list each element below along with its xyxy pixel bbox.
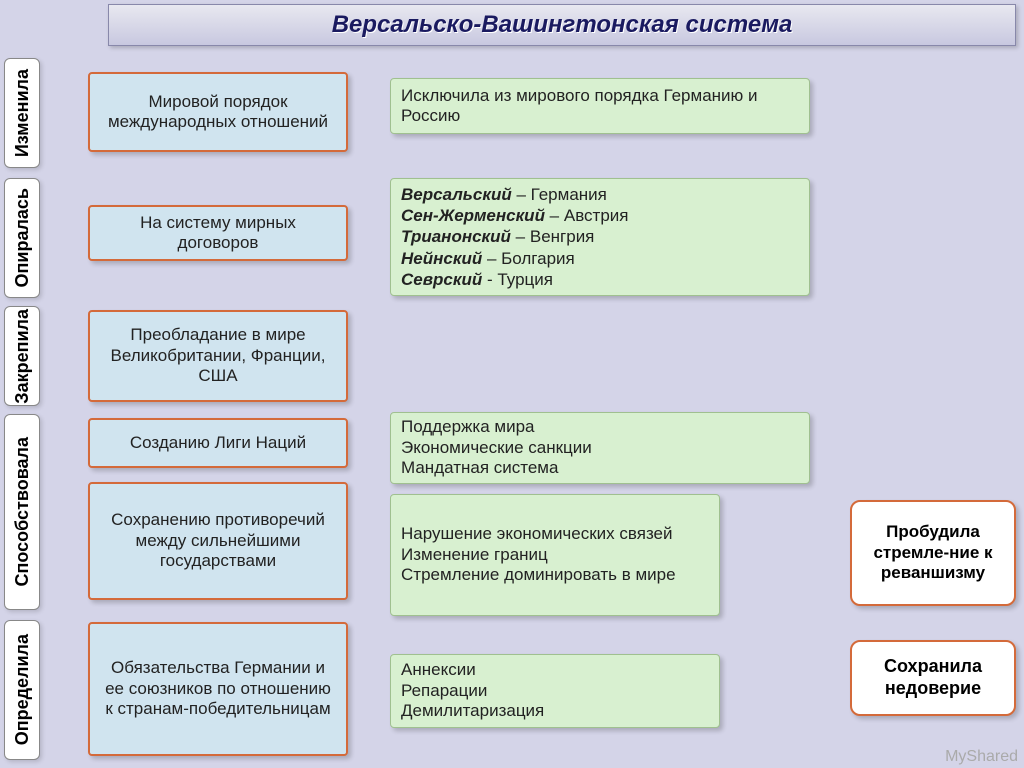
text: Созданию Лиги Наций	[100, 433, 336, 453]
title-bar: Версальско-Вашингтонская система	[108, 4, 1016, 46]
blue-box-r2: На систему мирных договоров	[88, 205, 348, 261]
side-label-sposobstvovala: Способствовала	[4, 414, 40, 610]
blue-box-r4a: Созданию Лиги Наций	[88, 418, 348, 468]
side-text: Способствовала	[12, 437, 33, 586]
blue-box-r5: Обязательства Германии и ее союзников по…	[88, 622, 348, 756]
title-text: Версальско-Вашингтонская система	[332, 11, 793, 39]
watermark: MyShared	[945, 748, 1018, 766]
side-label-opiralas: Опиралась	[4, 178, 40, 298]
blue-box-r4b: Сохранению противоречий между сильнейшим…	[88, 482, 348, 600]
side-label-izmenila: Изменила	[4, 58, 40, 168]
side-text: Изменила	[12, 69, 33, 157]
side-text: Закрепила	[12, 309, 33, 404]
text: Мировой порядок международных отношений	[100, 92, 336, 133]
green-box-r4b: Нарушение экономических связейИзменение …	[390, 494, 720, 616]
green-box-r4a: Поддержка мираЭкономические санкцииМанда…	[390, 412, 810, 484]
text: На систему мирных договоров	[100, 213, 336, 254]
text: Обязательства Германии и ее союзников по…	[100, 658, 336, 719]
side-label-zakrepila: Закрепила	[4, 306, 40, 406]
green-box-r5: АннексииРепарацииДемилитаризация	[390, 654, 720, 728]
side-text: Опиралась	[12, 188, 33, 287]
text: Исключила из мирового порядка Германию и…	[401, 86, 799, 127]
blue-box-r3: Преобладание в мире Великобритании, Фран…	[88, 310, 348, 402]
green-box-treaties: Версальский – ГерманияСен-Жерменский – А…	[390, 178, 810, 296]
text: Сохранению противоречий между сильнейшим…	[100, 510, 336, 571]
text: Сохранила недоверие	[862, 656, 1004, 699]
text: Преобладание в мире Великобритании, Фран…	[100, 325, 336, 386]
side-label-opredelila: Определила	[4, 620, 40, 760]
side-text: Определила	[12, 634, 33, 745]
text: Пробудила стремле-ние к реваншизму	[862, 522, 1004, 583]
white-box-r4: Пробудила стремле-ние к реваншизму	[850, 500, 1016, 606]
white-box-r5: Сохранила недоверие	[850, 640, 1016, 716]
green-box-r1: Исключила из мирового порядка Германию и…	[390, 78, 810, 134]
blue-box-r1: Мировой порядок международных отношений	[88, 72, 348, 152]
